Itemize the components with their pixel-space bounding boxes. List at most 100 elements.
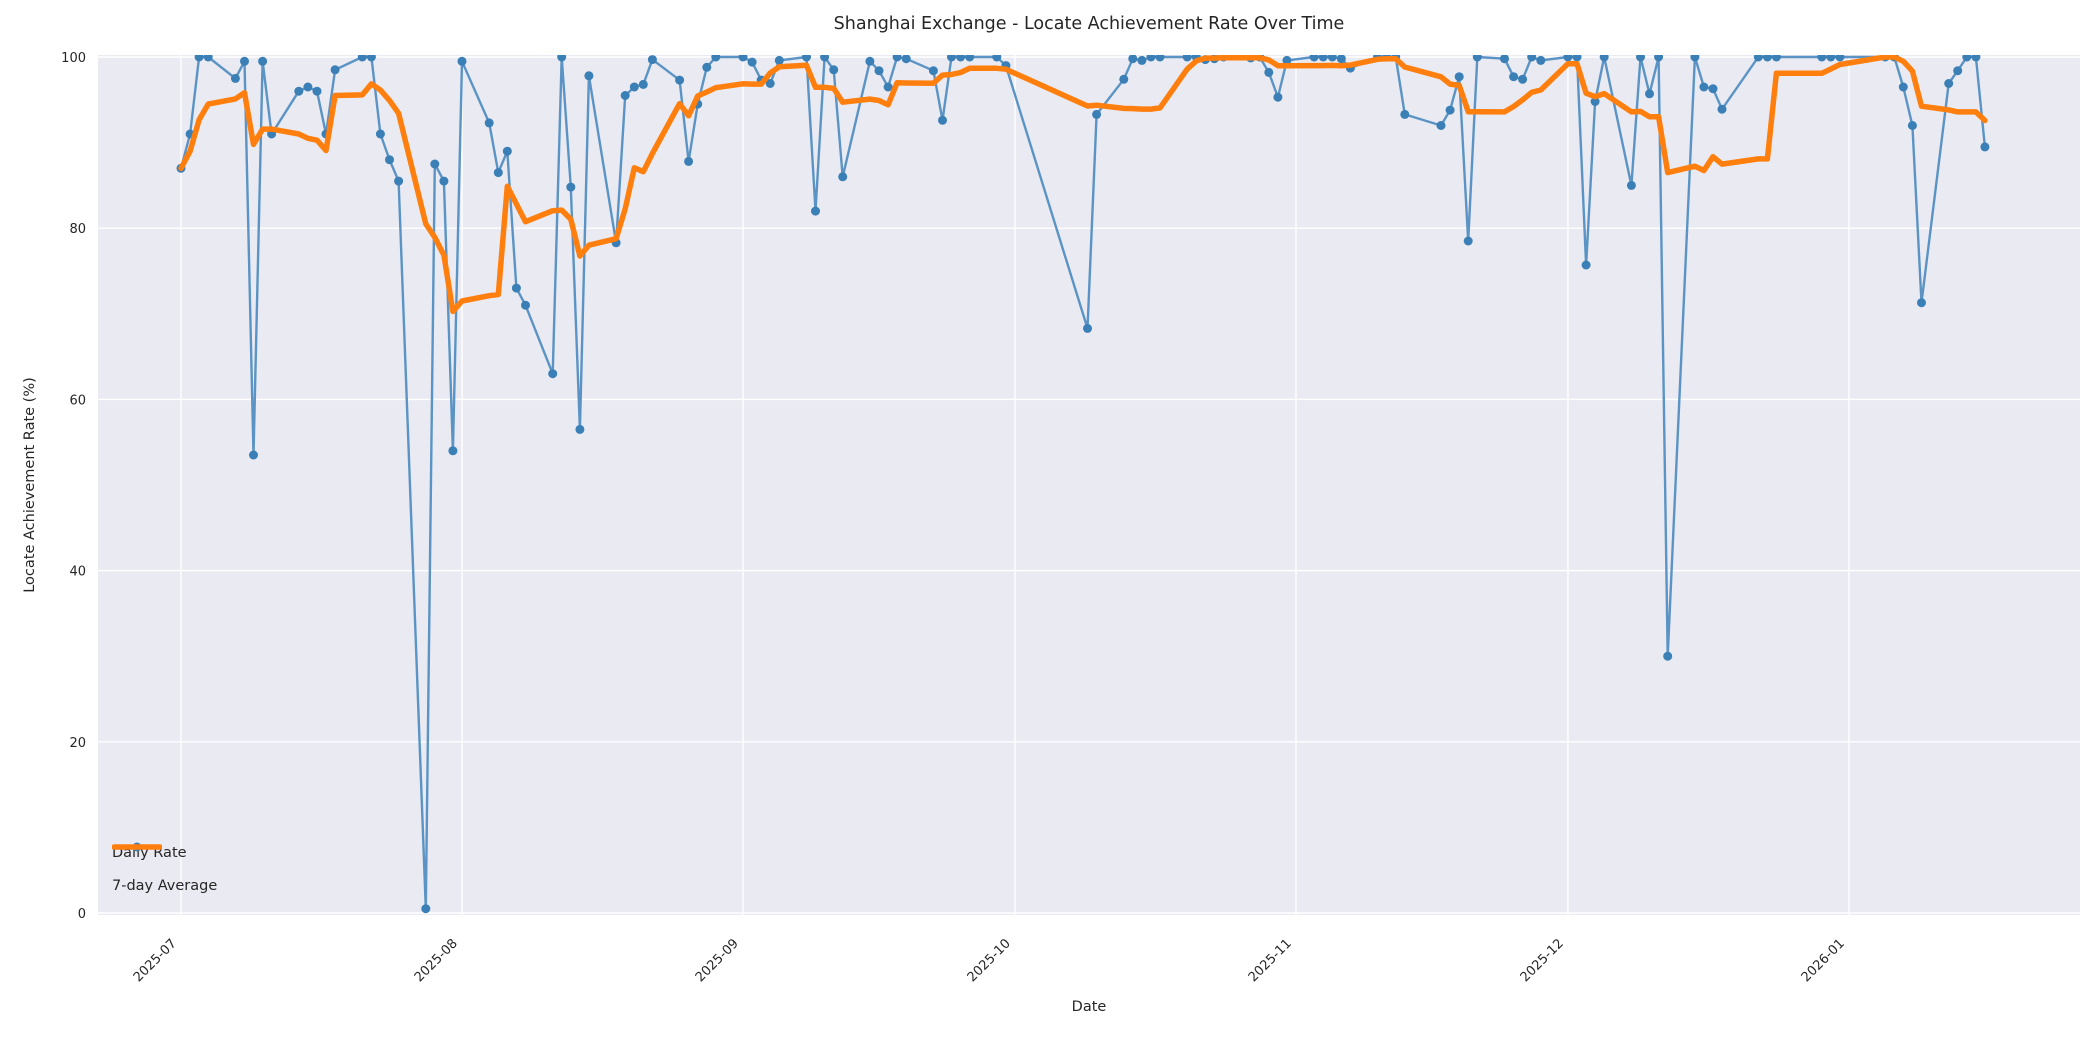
data-point: [1590, 97, 1600, 106]
data-point: [901, 55, 911, 64]
gridlines: [98, 55, 2080, 915]
data-point: [1663, 651, 1673, 661]
data-point: [1500, 55, 1509, 64]
data-point: [1472, 55, 1482, 62]
data-point: [294, 86, 304, 96]
data-point: [992, 55, 1002, 62]
data-point: [1327, 55, 1337, 62]
data-point: [638, 79, 648, 89]
data-point: [421, 904, 431, 914]
data-point: [493, 168, 503, 178]
series-layer: [176, 55, 1990, 914]
y-tick-label: 0: [78, 907, 86, 922]
data-point: [511, 283, 521, 293]
data-point: [385, 155, 394, 165]
data-point: [1917, 298, 1926, 308]
data-point: [258, 56, 268, 66]
data-point: [457, 56, 467, 66]
legend-item-7day-average: 7-day Average: [112, 844, 218, 899]
data-point: [303, 82, 313, 92]
data-point: [1835, 55, 1845, 62]
y-tick-label: 60: [69, 393, 86, 408]
data-point: [1518, 74, 1528, 84]
data-point: [1636, 55, 1645, 62]
data-point: [1626, 180, 1636, 190]
data-point: [1282, 55, 1292, 65]
data-point: [1962, 55, 1972, 62]
seven-day-average-line: [178, 55, 1988, 315]
data-point: [629, 82, 639, 92]
data-point: [1182, 55, 1192, 62]
data-point: [1400, 109, 1410, 119]
data-point: [1826, 55, 1836, 62]
data-point: [811, 206, 820, 216]
data-point: [1119, 74, 1129, 84]
data-point: [747, 57, 757, 67]
data-point: [249, 450, 258, 460]
data-point: [375, 129, 385, 139]
data-point: [675, 75, 685, 85]
data-point: [521, 300, 530, 310]
avg-legend-swatch: [112, 844, 162, 850]
y-axis-label: Locate Achievement Rate (%): [22, 377, 38, 593]
data-point: [502, 146, 512, 156]
legend: Daily Rate 7-day Average: [112, 840, 217, 899]
data-point: [1445, 105, 1455, 115]
data-point: [874, 66, 884, 76]
data-point: [802, 55, 811, 62]
data-point: [820, 55, 830, 62]
data-point: [1944, 79, 1954, 88]
data-point: [1092, 109, 1102, 119]
data-point: [430, 159, 440, 169]
data-point: [1527, 55, 1537, 62]
x-tick-labels: 2025-07 2025-08 2025-09 2025-10 2025-11 2025-…: [131, 936, 1848, 985]
data-point: [1264, 67, 1274, 77]
data-point: [1971, 55, 1981, 62]
data-point: [230, 73, 240, 83]
y-tick-label: 100: [61, 51, 86, 66]
data-point: [557, 55, 567, 62]
y-tick-label: 80: [69, 222, 86, 237]
data-point: [1128, 55, 1138, 64]
data-point: [1717, 104, 1727, 114]
data-point: [1708, 84, 1718, 94]
data-point: [647, 55, 657, 65]
data-point: [1771, 55, 1781, 62]
data-point: [1083, 323, 1092, 333]
data-point: [584, 71, 594, 81]
x-tick-label: 2025-08: [412, 936, 461, 985]
data-point: [1318, 55, 1328, 62]
data-point: [1907, 121, 1917, 130]
data-point: [330, 65, 340, 75]
data-point: [1762, 55, 1772, 62]
legend-label-7day-average: 7-day Average: [112, 878, 218, 894]
data-point: [947, 55, 956, 62]
data-point: [1155, 55, 1165, 62]
data-point: [1137, 55, 1147, 65]
data-point: [1563, 55, 1573, 62]
x-axis-label: Date: [1071, 999, 1107, 1015]
data-point: [1436, 121, 1446, 130]
data-point: [883, 82, 893, 92]
data-point: [240, 56, 249, 66]
data-point: [1654, 55, 1664, 62]
data-point: [620, 91, 630, 100]
daily-rate-line: [179, 55, 1987, 910]
data-point: [774, 55, 784, 65]
data-point: [1454, 72, 1464, 82]
x-tick-label: 2025-07: [131, 936, 180, 985]
data-point: [829, 65, 839, 75]
data-point: [1599, 55, 1609, 62]
data-point: [1536, 55, 1546, 65]
data-point: [838, 172, 848, 182]
data-point: [575, 424, 585, 434]
data-point: [738, 55, 748, 62]
data-point: [1273, 92, 1283, 102]
data-point: [956, 55, 966, 62]
data-point: [1898, 82, 1908, 92]
data-point: [765, 79, 775, 88]
data-point: [865, 56, 875, 66]
data-point: [1699, 82, 1709, 92]
y-tick-labels: 0 20 40 60 80 100: [61, 51, 86, 922]
